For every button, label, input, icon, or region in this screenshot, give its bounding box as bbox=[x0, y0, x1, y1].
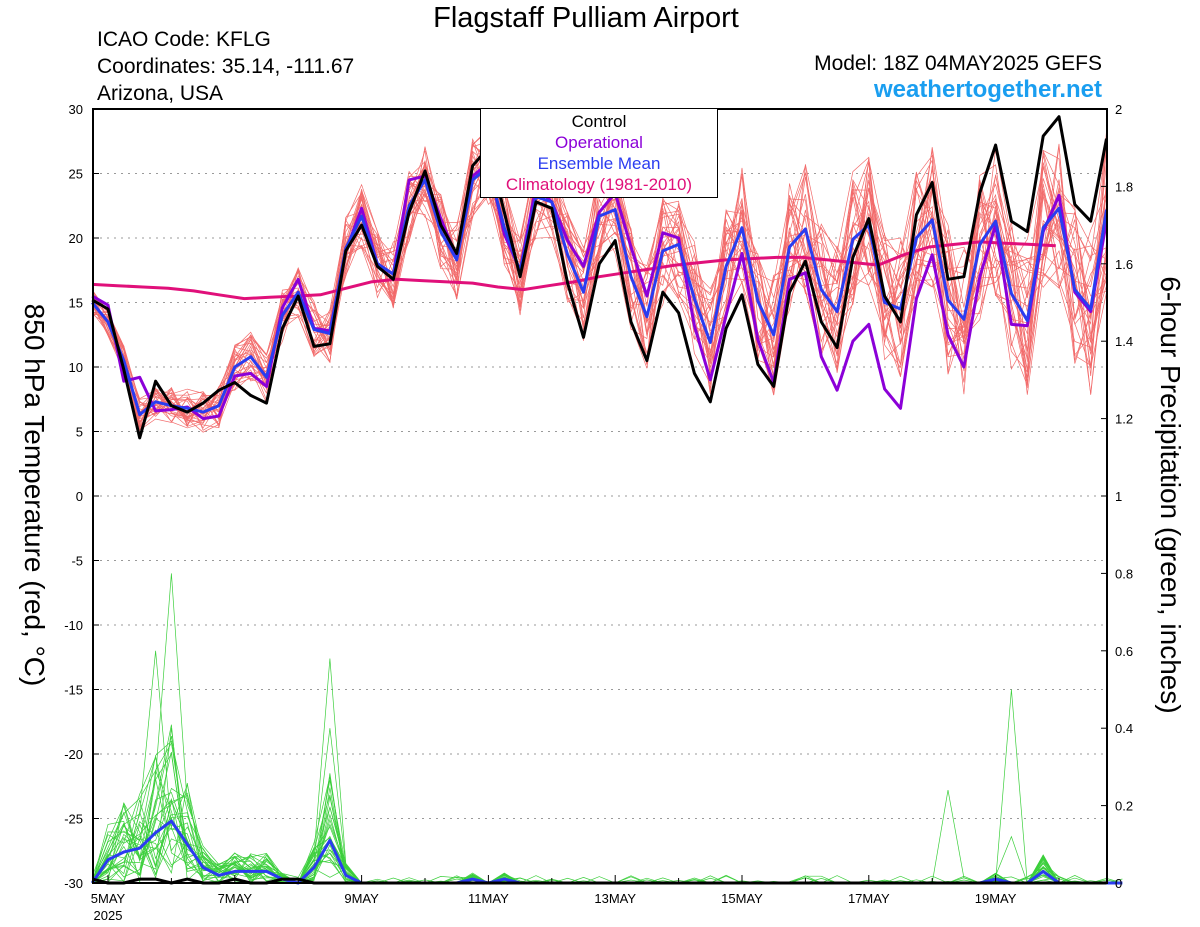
precip-member-line-1 bbox=[91, 741, 1123, 884]
ensemble-mean-line bbox=[91, 165, 1108, 417]
x-tick-label-7: 19MAY bbox=[975, 891, 1017, 906]
x-tick-sublabel-0: 2025 bbox=[94, 908, 123, 923]
temp-member-line-15 bbox=[91, 128, 1107, 428]
icao-code: ICAO Code: KFLG bbox=[97, 28, 271, 51]
x-tick-label-2: 9MAY bbox=[344, 891, 379, 906]
y-tick-label-8: -10 bbox=[64, 618, 83, 633]
y2-tick-label-6: 0.8 bbox=[1115, 566, 1133, 581]
precip-member-line-18 bbox=[91, 752, 1123, 884]
precip-member-line-3 bbox=[92, 573, 1123, 884]
y2-tick-label-7: 0.6 bbox=[1115, 644, 1133, 659]
y2-tick-label-10: 0 bbox=[1115, 876, 1122, 891]
operational-line bbox=[91, 161, 1108, 421]
y2-tick-label-0: 2 bbox=[1115, 102, 1122, 117]
climatology-line bbox=[92, 240, 1056, 301]
y-tick-label-1: 25 bbox=[69, 167, 83, 182]
legend-operational: Operational bbox=[555, 133, 643, 152]
legend-ensemble-mean: Ensemble Mean bbox=[537, 154, 661, 173]
legend: Control Operational Ensemble Mean Climat… bbox=[480, 108, 718, 198]
y-tick-label-3: 15 bbox=[69, 296, 83, 311]
precip-member-line-7 bbox=[92, 650, 1123, 884]
x-tick-label-0: 5MAY bbox=[91, 891, 126, 906]
precip-member-line-10 bbox=[91, 740, 1123, 884]
y-tick-label-10: -20 bbox=[64, 747, 83, 762]
control-line bbox=[91, 115, 1108, 440]
y2-tick-label-8: 0.4 bbox=[1115, 721, 1133, 736]
y-tick-label-5: 5 bbox=[76, 425, 83, 440]
y2-tick-label-9: 0.2 bbox=[1115, 799, 1133, 814]
y-tick-label-6: 0 bbox=[76, 489, 83, 504]
y-tick-label-7: -5 bbox=[71, 554, 83, 569]
y-axis-label-temperature: 850 hPa Temperature (red, °C) bbox=[19, 303, 50, 687]
y-tick-label-0: 30 bbox=[69, 102, 83, 117]
main-series bbox=[90, 115, 1123, 885]
y-tick-label-4: 10 bbox=[69, 360, 83, 375]
precipitation-ensemble-members bbox=[91, 573, 1123, 885]
legend-climatology: Climatology (1981-2010) bbox=[505, 175, 693, 194]
x-tick-label-5: 15MAY bbox=[721, 891, 763, 906]
x-tick-label-4: 13MAY bbox=[594, 891, 636, 906]
tick-labels: 302520151050-5-10-15-20-25-3021.81.61.41… bbox=[64, 102, 1133, 923]
precip-member-line-25 bbox=[91, 776, 1123, 884]
temp-member-line-29 bbox=[91, 165, 1107, 428]
y-tick-label-11: -25 bbox=[64, 812, 83, 827]
y2-tick-label-2: 1.6 bbox=[1115, 257, 1133, 272]
y2-tick-label-3: 1.4 bbox=[1115, 334, 1133, 349]
y-tick-label-9: -15 bbox=[64, 683, 83, 698]
temp-member-line-13 bbox=[91, 162, 1107, 428]
region: Arizona, USA bbox=[97, 82, 224, 105]
y2-tick-label-5: 1 bbox=[1115, 489, 1122, 504]
y-tick-label-2: 20 bbox=[69, 231, 83, 246]
coordinates: Coordinates: 35.14, -111.67 bbox=[97, 55, 355, 78]
chart-title: Flagstaff Pulliam Airport bbox=[433, 2, 739, 34]
precip-member-line-5 bbox=[91, 689, 1123, 885]
website-link[interactable]: weathertogether.net bbox=[873, 76, 1102, 103]
precip-member-line-0 bbox=[91, 779, 1123, 884]
y-tick-label-12: -30 bbox=[64, 876, 83, 891]
precip-member-line-20 bbox=[91, 752, 1123, 884]
grid-lines bbox=[93, 173, 1107, 819]
precip-member-line-19 bbox=[91, 780, 1123, 884]
precip-member-line-11 bbox=[91, 658, 1123, 884]
y2-tick-label-4: 1.2 bbox=[1115, 412, 1133, 427]
y2-tick-label-1: 1.8 bbox=[1115, 179, 1133, 194]
y-axis-label-precipitation: 6-hour Precipitation (green, inches) bbox=[1155, 276, 1186, 714]
temp-member-line-18 bbox=[91, 143, 1107, 426]
x-tick-label-3: 11MAY bbox=[468, 891, 509, 906]
x-tick-label-1: 7MAY bbox=[218, 891, 253, 906]
x-tick-label-6: 17MAY bbox=[848, 891, 890, 906]
legend-control: Control bbox=[571, 112, 627, 131]
model-run: Model: 18Z 04MAY2025 GEFS bbox=[814, 52, 1102, 75]
